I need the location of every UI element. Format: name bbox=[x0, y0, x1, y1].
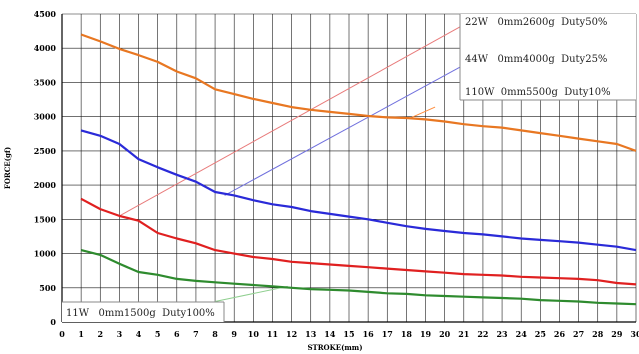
y-tick-label: 0 bbox=[50, 317, 56, 327]
x-tick-label: 6 bbox=[174, 329, 180, 339]
x-tick-label: 23 bbox=[496, 329, 508, 339]
x-tick-label: 16 bbox=[363, 329, 375, 339]
x-tick-label: 12 bbox=[286, 329, 297, 339]
x-tick-label: 21 bbox=[458, 329, 469, 339]
y-tick-label: 500 bbox=[39, 283, 56, 293]
x-tick-label: 11 bbox=[267, 329, 278, 339]
x-tick-label: 15 bbox=[343, 329, 354, 339]
x-tick-label: 22 bbox=[477, 329, 488, 339]
x-tick-label: 28 bbox=[592, 329, 604, 339]
guide-lines bbox=[119, 19, 474, 302]
annotation-box-lower bbox=[62, 302, 224, 322]
y-tick-label: 1500 bbox=[34, 214, 57, 224]
x-tick-label: 5 bbox=[155, 329, 161, 339]
x-tick-label: 3 bbox=[117, 329, 123, 339]
x-tick-label: 7 bbox=[193, 329, 199, 339]
x-tick-label: 14 bbox=[324, 329, 336, 339]
x-tick-label: 13 bbox=[305, 329, 317, 339]
x-axis-title: STROKE(mm) bbox=[307, 343, 362, 352]
x-tick-label: 17 bbox=[382, 329, 393, 339]
x-tick-label: 9 bbox=[231, 329, 237, 339]
x-tick-labels: 0 1 2 3 4 5 6 7 8 9 10 11 12 13 14 15 16 17 18 19 20 21 22 23 24… bbox=[59, 329, 639, 339]
x-tick-label: 10 bbox=[248, 329, 260, 339]
x-tick-label: 2 bbox=[97, 329, 103, 339]
y-axis-title: FORCE(gf) bbox=[3, 147, 12, 189]
x-tick-label: 24 bbox=[516, 329, 528, 339]
x-tick-label: 30 bbox=[630, 329, 639, 339]
x-tick-label: 4 bbox=[136, 329, 142, 339]
guide-line-1 bbox=[224, 59, 474, 196]
annotation-110w: 110W 0mm5500g Duty10% bbox=[465, 87, 611, 98]
y-tick-label: 4000 bbox=[34, 43, 57, 53]
guide-line-3 bbox=[214, 285, 288, 302]
y-tick-label: 3000 bbox=[34, 112, 57, 122]
y-tick-label: 2500 bbox=[34, 146, 57, 156]
x-tick-label: 25 bbox=[535, 329, 546, 339]
x-tick-label: 29 bbox=[611, 329, 623, 339]
series-line-1 bbox=[80, 129, 637, 252]
series-lines bbox=[80, 33, 637, 306]
series-line-3 bbox=[80, 249, 637, 306]
y-tick-label: 1000 bbox=[34, 249, 57, 259]
y-tick-label: 4500 bbox=[34, 9, 57, 19]
guide-line-2 bbox=[410, 106, 436, 119]
annotation-11w: 11W 0mm1500g Duty100% bbox=[66, 308, 215, 319]
guide-line-0 bbox=[119, 19, 474, 217]
x-tick-label: 8 bbox=[212, 329, 218, 339]
y-tick-labels: 0 500 1000 1500 2000 2500 3000 3500 4000 4500 bbox=[34, 9, 57, 327]
x-tick-label: 1 bbox=[78, 329, 84, 339]
x-tick-label: 27 bbox=[573, 329, 584, 339]
y-tick-label: 2000 bbox=[34, 180, 57, 190]
annotation-44w: 44W 0mm4000g Duty25% bbox=[465, 54, 607, 65]
series-line-0 bbox=[80, 33, 637, 152]
annotation-22w: 22W 0mm2600g Duty50% bbox=[465, 17, 607, 28]
x-tick-label: 26 bbox=[554, 329, 566, 339]
annotation-box-upper bbox=[460, 14, 636, 100]
x-tick-label: 0 bbox=[59, 329, 65, 339]
x-tick-label: 18 bbox=[401, 329, 413, 339]
x-tick-label: 19 bbox=[420, 329, 432, 339]
y-tick-label: 3500 bbox=[34, 77, 57, 87]
series-line-2 bbox=[80, 197, 637, 286]
x-tick-label: 20 bbox=[439, 329, 451, 339]
